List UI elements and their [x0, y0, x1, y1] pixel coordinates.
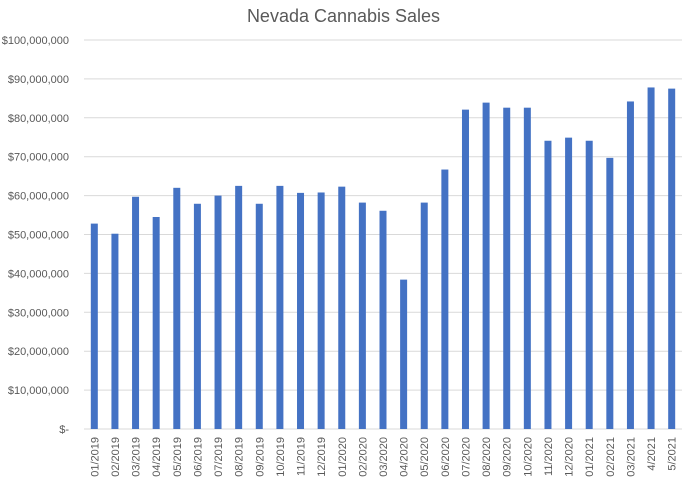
- bar-02-2021: [606, 157, 614, 429]
- y-tick-label: $100,000,000: [2, 35, 69, 47]
- y-tick-label: $-: [59, 424, 69, 436]
- y-tick-label: $10,000,000: [8, 385, 69, 397]
- bar-04-2020: [400, 279, 408, 429]
- x-tick-label: 06/2019: [192, 437, 204, 477]
- x-tick-label: 01/2019: [89, 437, 101, 477]
- bar-05-2019: [173, 187, 181, 429]
- x-tick-label: 01/2020: [337, 437, 349, 477]
- x-tick-label: 07/2019: [213, 437, 225, 477]
- bar-02-2020: [358, 202, 366, 429]
- x-tick-label: 02/2020: [357, 437, 369, 477]
- bar-07-2019: [214, 195, 222, 429]
- x-tick-label: 02/2019: [110, 437, 122, 477]
- x-tick-label: 5/2021: [667, 437, 679, 471]
- y-tick-label: $80,000,000: [8, 113, 69, 125]
- bar-04-2019: [152, 216, 160, 429]
- bar-06-2019: [193, 203, 201, 429]
- y-tick-label: $60,000,000: [8, 191, 69, 203]
- y-tick-label: $30,000,000: [8, 307, 69, 319]
- x-tick-label: 11/2019: [296, 437, 308, 476]
- x-tick-label: 4/2021: [646, 437, 658, 471]
- y-tick-label: $90,000,000: [8, 74, 69, 86]
- bar-01-2021: [585, 140, 593, 429]
- y-tick-label: $20,000,000: [8, 346, 69, 358]
- bar-02-2019: [111, 233, 119, 429]
- chart-title: Nevada Cannabis Sales: [246, 6, 441, 26]
- x-tick-label: 03/2019: [131, 437, 143, 477]
- x-tick-label: 11/2020: [543, 437, 555, 476]
- x-tick-label: 09/2019: [254, 437, 266, 477]
- bar-10-2019: [276, 185, 284, 429]
- x-tick-label: 07/2020: [460, 437, 472, 477]
- bar-09-2019: [255, 203, 263, 429]
- bar-03-2020: [379, 210, 387, 429]
- x-tick-label: 06/2020: [440, 437, 452, 477]
- x-tick-label: 10/2020: [522, 437, 534, 477]
- x-tick-label: 03/2020: [378, 437, 390, 477]
- x-tick-label: 10/2019: [275, 437, 287, 477]
- bar-01-2020: [338, 186, 346, 429]
- y-tick-label: $70,000,000: [8, 152, 69, 164]
- bar-03-2019: [132, 196, 140, 429]
- x-tick-label: 05/2019: [172, 437, 184, 477]
- bar-5-2021: [668, 88, 676, 429]
- y-tick-label: $50,000,000: [8, 230, 69, 242]
- bar-05-2020: [420, 202, 428, 429]
- bar-4-2021: [647, 87, 655, 429]
- x-tick-label: 12/2019: [316, 437, 328, 477]
- x-tick-label: 03/2021: [625, 437, 637, 477]
- x-tick-label: 05/2020: [419, 437, 431, 477]
- bar-03-2021: [626, 101, 634, 429]
- x-tick-label: 01/2021: [584, 437, 596, 477]
- bar-01-2019: [90, 223, 98, 429]
- bar-12-2020: [565, 137, 573, 429]
- x-tick-label: 08/2019: [234, 437, 246, 477]
- bar-08-2020: [482, 102, 490, 429]
- y-tick-label: $40,000,000: [8, 268, 69, 280]
- bar-08-2019: [235, 185, 243, 429]
- bar-11-2019: [297, 192, 305, 429]
- bar-07-2020: [461, 109, 469, 430]
- bar-11-2020: [544, 140, 552, 429]
- x-tick-label: 09/2020: [502, 437, 514, 477]
- bar-09-2020: [503, 107, 511, 429]
- bar-10-2020: [523, 107, 531, 429]
- bar-06-2020: [441, 169, 449, 430]
- bar-12-2019: [317, 192, 325, 429]
- x-tick-label: 04/2020: [399, 437, 411, 477]
- x-tick-label: 08/2020: [481, 437, 493, 477]
- x-tick-label: 04/2019: [151, 437, 163, 477]
- x-tick-label: 12/2020: [564, 437, 576, 477]
- x-tick-label: 02/2021: [605, 437, 617, 477]
